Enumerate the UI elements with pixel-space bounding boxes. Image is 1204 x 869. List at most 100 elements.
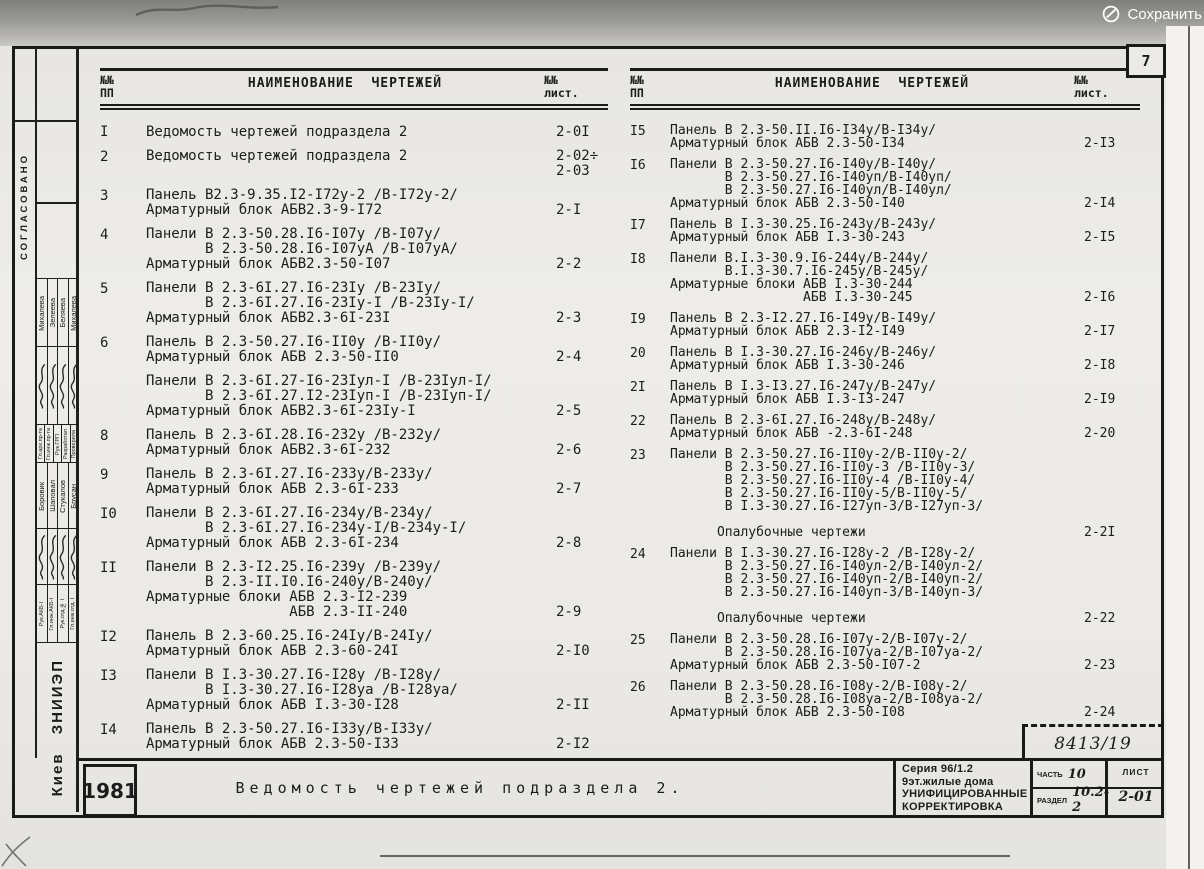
sidebar-hline — [12, 120, 78, 122]
row-drawing-names: Панель В 2.3-50.27.I6-I33у/В-I33у/ Армат… — [146, 721, 433, 752]
row-number: 8 — [100, 428, 109, 444]
signatory-name: Брусан — [67, 463, 79, 529]
signature-icon — [57, 529, 68, 585]
drawing-frame — [12, 46, 1164, 818]
signature-icon — [37, 347, 47, 425]
signature-icon — [67, 529, 79, 585]
signatory-name-text: Стукалов — [58, 479, 68, 513]
part-label: ЧАСТЬ — [1037, 769, 1063, 779]
title-bar-top-rule — [78, 758, 1161, 761]
table-row: I8 Панели В.I.3-30.9.I6-244у/В-244у/ В.I.… — [630, 252, 1140, 304]
signatory-role: Проверила — [69, 425, 78, 463]
signatures-group1 — [37, 346, 78, 425]
table-row: 8 Панель В 2.3-6I.28.I6-232у /В-232у/ Арм… — [100, 428, 608, 458]
table-row: 2I Панель В I.3-I3.27.I6-247у/В-247у/ Арм… — [630, 380, 1140, 406]
paper-right-margin — [1166, 26, 1204, 869]
row-drawing-names: Панели В 2.3-50.27.I6-II0у-2/В-II0у-2/ В… — [670, 447, 984, 540]
row-number: 26 — [630, 680, 646, 695]
row-sheet-number: 2-II — [556, 697, 590, 713]
header-number-column: №№ ПП — [630, 73, 644, 100]
row-number: I3 — [100, 668, 117, 684]
signatory-role: Гл.инж.АКБ-I — [46, 585, 58, 643]
row-drawing-names: Панель В 2.3-6I.27.I6-248у/В-248у/ Армат… — [670, 413, 937, 441]
table-row: Панели В 2.3-6I.27-I6-23Iул-I /В-23Iул-I… — [100, 374, 608, 419]
sheet-title: Ведомость чертежей подраздела 2. — [235, 779, 685, 797]
drawing-list-table-left: №№ ПП НАИМЕНОВАНИЕ ЧЕРТЕЖЕЙ №№ лист. I Ве… — [100, 68, 608, 761]
series-description-box: Серия 96/1.2 9эт.жилые дома УНИФИЦИРОВАННЫ… — [893, 761, 1030, 815]
signatures-group2 — [37, 528, 78, 585]
row-sheet-number: 2-22 — [1084, 611, 1116, 626]
row-sheet-number: 2-23 — [1084, 658, 1116, 673]
save-icon — [1102, 5, 1120, 23]
row-sheet-number: 2-20 — [1084, 426, 1116, 441]
row-number: II — [100, 560, 117, 576]
table-body: I Ведомость чертежей подраздела 2 2-0I 2 Вед… — [100, 124, 608, 752]
scan-artifact-squiggle — [132, 1, 282, 23]
table-row: 22 Панель В 2.3-6I.27.I6-248у/В-248у/ Арм… — [630, 414, 1140, 440]
table-header: №№ ПП НАИМЕНОВАНИЕ ЧЕРТЕЖЕЙ №№ лист. — [100, 68, 608, 110]
row-number: 20 — [630, 346, 646, 361]
row-number: I0 — [100, 506, 117, 522]
table-row: I5 Панель В 2.3-50.II.I6-I34у/В-I34у/ Арм… — [630, 124, 1140, 150]
row-sheet-number: 2-I9 — [1084, 392, 1116, 407]
signatory-role-text: Рук.ГРП — [54, 433, 61, 455]
agreed-stamp-text: СОГЛАСОВАНО — [18, 152, 30, 260]
row-drawing-names: Панель В I.3-I3.27.I6-247у/В-247у/ Армат… — [670, 379, 937, 407]
sidebar-right-border — [76, 46, 79, 812]
signatory-name-text: Михалева — [68, 295, 78, 331]
header-name-column: НАИМЕНОВАНИЕ ЧЕРТЕЖЕЙ — [774, 76, 970, 91]
organization-stamp: Киев ЗНИИЭП — [37, 642, 78, 813]
row-sheet-number: 2-6 — [556, 442, 582, 458]
agreed-stamp-label: СОГЛАСОВАНО — [13, 96, 35, 316]
signatory-name-text: Боровик — [37, 481, 47, 511]
table-body: I5 Панель В 2.3-50.II.I6-I34у/В-I34у/ Арм… — [630, 124, 1140, 719]
table-row: 2 Ведомость чертежей подраздела 2 2-02÷ 2-… — [100, 149, 608, 179]
scan-artifact-scribble — [0, 834, 34, 869]
signatory-roles-group1: Гл.арх.пр-та Гл.инж.пр-та Рук.ГРП Разработа… — [37, 424, 78, 463]
signatory-name: Шаповал — [46, 463, 58, 529]
drawing-list-table-right: №№ ПП НАИМЕНОВАНИЕ ЧЕРТЕЖЕЙ №№ лист. I5 П… — [630, 68, 1140, 727]
table-row: 5 Панели В 2.3-6I.27.I6-23Iу /В-23Iу/ В 2… — [100, 281, 608, 326]
row-drawing-names: Панель В I.3-30.27.I6-246у/В-246у/ Армат… — [670, 345, 937, 373]
page-number-box: 7 — [1126, 44, 1166, 78]
table-row: 4 Панели В 2.3-50.28.I6-I07у /В-I07у/ В 2… — [100, 227, 608, 272]
row-drawing-names: Панели В.I.3-30.9.I6-244у/В-244у/ В.I.3-… — [670, 251, 929, 305]
signatory-role-text: Гл.арх.пр-та — [37, 428, 44, 460]
row-sheet-number: 2-I — [556, 202, 582, 218]
header-sheet-column: №№ лист. — [544, 73, 579, 100]
signatory-role: Рук.отд.№ I — [57, 585, 68, 643]
row-drawing-names: Ведомость чертежей подраздела 2 — [146, 124, 408, 140]
signatory-role: Гл.инж.пр-та — [44, 425, 52, 463]
row-number: 23 — [630, 448, 646, 463]
series-line: Серия 96/1.2 — [902, 763, 974, 775]
table-row: I0 Панели В 2.3-6I.27.I6-234у/В-234у/ В 2… — [100, 506, 608, 551]
row-sheet-number: 2-24 — [1084, 705, 1116, 720]
row-drawing-names: Панель В 2.3-50.II.I6-I34у/В-I34у/ Армат… — [670, 123, 937, 151]
row-sheet-number: 2-I0 — [556, 643, 590, 659]
row-sheet-number: 2-I7 — [1084, 324, 1116, 339]
signatory-role: Рук.АКБ-I — [37, 585, 47, 643]
table-row: 9 Панель В 2.3-6I.27.I6-233у/В-233у/ Арма… — [100, 467, 608, 497]
save-button[interactable]: Сохранить — [1100, 2, 1204, 26]
signatory-name: Зелеева — [46, 279, 58, 347]
row-number: I6 — [630, 158, 646, 173]
row-drawing-names: Панель В 2.3-6I.28.I6-232у /В-232у/ Арма… — [146, 427, 442, 458]
row-number: I — [100, 124, 109, 140]
row-sheet-number: 2-I2 — [556, 736, 590, 752]
signatory-name-text: Брусан — [68, 483, 78, 509]
section-label: РАЗДЕЛ — [1037, 795, 1068, 805]
row-sheet-number: 2-3 — [556, 310, 582, 326]
row-number: 24 — [630, 547, 646, 562]
row-sheet-number: 2-2 — [556, 256, 582, 272]
row-number: 9 — [100, 467, 109, 483]
sheet-label: ЛИСТ — [1122, 767, 1150, 777]
row-drawing-names: Панели В 2.3-50.28.I6-I07у-2/В-I07у-2/ В… — [670, 632, 984, 673]
signatory-role-text: Гл.инж.АКБ-I — [49, 597, 56, 631]
row-drawing-names: Ведомость чертежей подраздела 2 — [146, 148, 408, 164]
row-number: 25 — [630, 633, 646, 648]
table-row: I4 Панель В 2.3-50.27.I6-I33у/В-I33у/ Арм… — [100, 722, 608, 752]
signatory-role-text: Рук.отд.№ I — [59, 599, 66, 629]
document-number-box: 8413/19 — [1022, 724, 1164, 761]
table-row: I6 Панели В 2.3-50.27.I6-I40у/В-I40у/ В 2… — [630, 158, 1140, 210]
row-sheet-number: 2-I3 — [1084, 136, 1116, 151]
